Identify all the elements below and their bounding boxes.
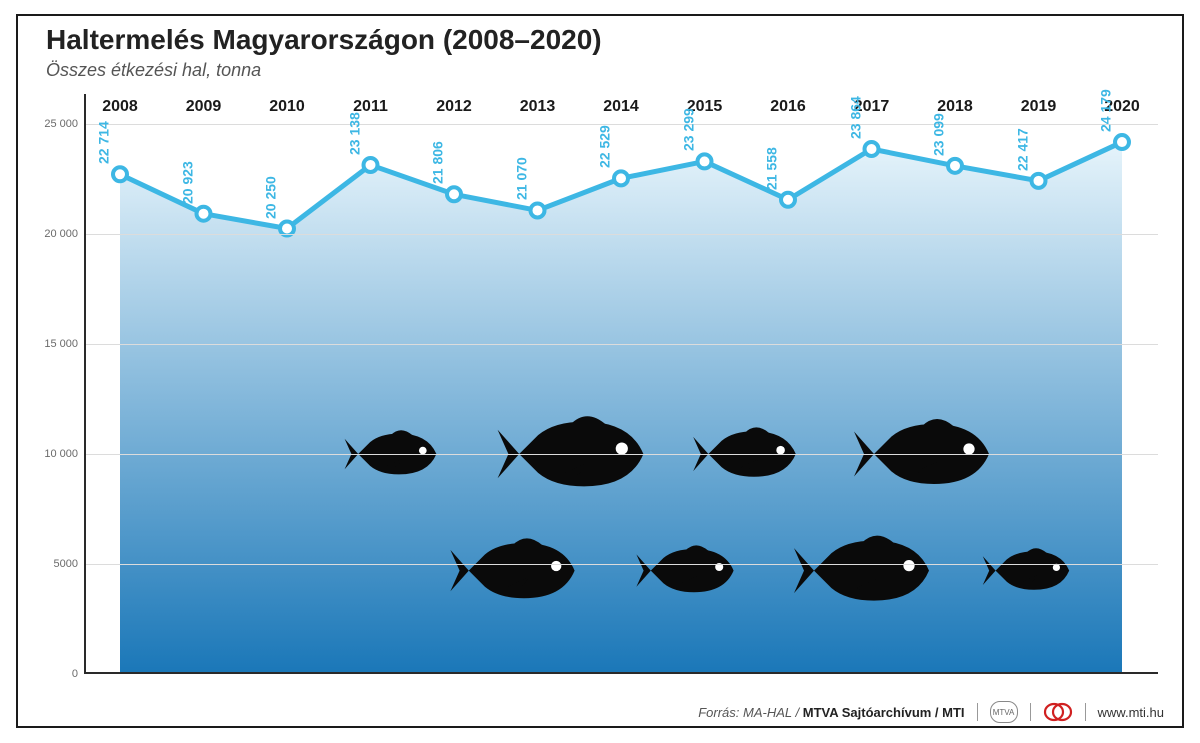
x-tick-label: 2009 — [186, 98, 222, 116]
gridline — [84, 124, 1158, 125]
data-value-label: 20 250 — [263, 176, 279, 219]
data-value-label: 22 714 — [96, 121, 112, 164]
data-marker — [113, 167, 127, 181]
source-line: Forrás: MA-HAL / MTVA Sajtóarchívum / MT… — [698, 705, 964, 720]
area-fill — [120, 142, 1122, 674]
x-tick-label: 2016 — [770, 98, 806, 116]
y-tick-label: 25 000 — [38, 118, 78, 130]
y-tick-label: 0 — [38, 668, 78, 680]
data-value-label: 20 923 — [179, 161, 195, 204]
footer-separator — [1085, 703, 1086, 721]
x-tick-label: 2019 — [1021, 98, 1057, 116]
mtva-badge-icon: MTVA — [990, 701, 1018, 723]
data-marker — [865, 142, 879, 156]
gridline — [84, 234, 1158, 235]
data-marker — [197, 207, 211, 221]
data-marker — [781, 193, 795, 207]
data-marker — [698, 154, 712, 168]
source-text: MA-HAL / — [743, 705, 803, 720]
chart-area: 2008200920102011201220132014201520162017… — [46, 94, 1158, 674]
chart-frame: Haltermelés Magyarországon (2008–2020) Ö… — [16, 14, 1184, 728]
x-tick-label: 2012 — [436, 98, 472, 116]
data-value-label: 22 417 — [1014, 128, 1030, 171]
data-marker — [1115, 135, 1129, 149]
site-url: www.mti.hu — [1098, 705, 1164, 720]
gridline — [84, 454, 1158, 455]
x-tick-label: 2010 — [269, 98, 305, 116]
footer: Forrás: MA-HAL / MTVA Sajtóarchívum / MT… — [18, 698, 1182, 726]
plot-area — [84, 124, 1158, 674]
chart-title: Haltermelés Magyarországon (2008–2020) — [46, 24, 602, 56]
y-tick-label: 10 000 — [38, 448, 78, 460]
y-tick-label: 15 000 — [38, 338, 78, 350]
chart-svg — [84, 124, 1158, 674]
data-marker — [447, 187, 461, 201]
source-prefix: Forrás: — [698, 705, 743, 720]
chart-subtitle: Összes étkezési hal, tonna — [46, 60, 261, 81]
data-value-label: 21 806 — [430, 141, 446, 184]
data-marker — [614, 171, 628, 185]
y-tick-label: 20 000 — [38, 228, 78, 240]
data-marker — [364, 158, 378, 172]
data-value-label: 23 864 — [847, 96, 863, 139]
data-value-label: 23 299 — [680, 109, 696, 152]
y-tick-label: 5000 — [38, 558, 78, 570]
data-marker — [531, 203, 545, 217]
gridline — [84, 564, 1158, 565]
y-axis — [84, 94, 86, 674]
footer-separator — [977, 703, 978, 721]
x-tick-label: 2013 — [520, 98, 556, 116]
data-marker — [948, 159, 962, 173]
x-tick-label: 2014 — [603, 98, 639, 116]
gridline — [84, 344, 1158, 345]
x-axis — [84, 672, 1158, 674]
data-marker — [1032, 174, 1046, 188]
data-value-label: 23 099 — [931, 113, 947, 156]
data-value-label: 21 070 — [513, 158, 529, 201]
data-value-label: 24 179 — [1098, 89, 1114, 132]
x-tick-label: 2008 — [102, 98, 138, 116]
source-strong: MTVA Sajtóarchívum / MTI — [803, 705, 965, 720]
data-value-label: 23 138 — [346, 112, 362, 155]
red-ring-icon — [1043, 702, 1073, 722]
data-value-label: 22 529 — [597, 126, 613, 169]
footer-separator — [1030, 703, 1031, 721]
data-value-label: 21 558 — [764, 147, 780, 190]
